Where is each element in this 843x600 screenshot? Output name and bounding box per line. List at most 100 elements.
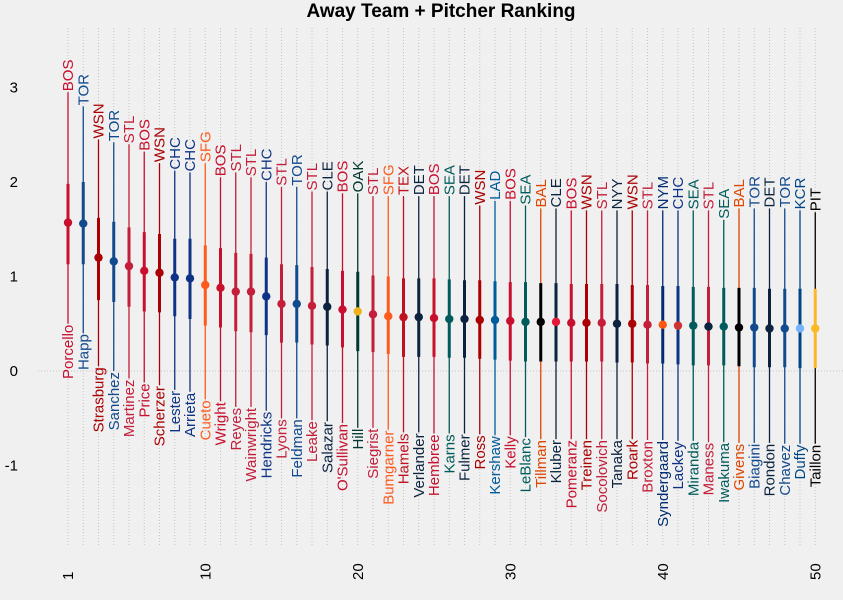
mean-point <box>109 257 118 266</box>
pitcher-label: Chavez <box>777 445 794 496</box>
pitcher-label: Reyes <box>228 408 245 451</box>
chart-marks <box>63 92 820 444</box>
y-tick-label: 1 <box>10 269 18 286</box>
team-label: CHC <box>182 139 199 172</box>
mean-point <box>536 317 545 327</box>
pitcher-label: Givens <box>731 444 748 491</box>
mean-point <box>216 283 225 293</box>
mean-point <box>597 318 606 328</box>
y-tick-label: 0 <box>10 363 18 380</box>
team-label: SEA <box>441 165 458 195</box>
mean-point <box>750 323 759 332</box>
team-label: STL <box>365 168 382 196</box>
mean-point <box>643 320 652 329</box>
team-label: WSN <box>624 174 641 209</box>
team-label: TOR <box>289 154 306 186</box>
pitcher-label: Miranda <box>685 441 702 496</box>
team-label: STL <box>228 144 245 172</box>
x-tick-label: 20 <box>350 563 367 580</box>
pitcher-label: Treinen <box>579 440 596 490</box>
pitcher-label: Taillon <box>807 445 824 488</box>
x-tick-label: 1 <box>60 572 77 580</box>
pitcher-label: Kluber <box>548 440 565 483</box>
mean-point <box>506 316 515 326</box>
team-label: STL <box>640 182 657 210</box>
pitcher-label: Happ <box>75 334 92 370</box>
mean-point <box>338 305 347 314</box>
pitcher-label: Feldman <box>289 419 306 477</box>
y-tick-label: -1 <box>5 458 18 475</box>
team-label: STL <box>701 182 718 210</box>
mean-point <box>201 280 210 290</box>
team-label: BOS <box>136 119 153 151</box>
team-label: CHC <box>670 177 687 210</box>
team-label: BOS <box>502 168 519 200</box>
pitcher-label: O'Sullivan <box>335 424 352 491</box>
pitcher-label: Tillman <box>533 440 550 488</box>
mean-point <box>795 324 805 333</box>
pitcher-label: Arrieta <box>182 392 199 437</box>
team-label: BOS <box>213 145 230 177</box>
pitcher-label: Kershaw <box>487 436 504 495</box>
team-label: CHC <box>258 148 275 181</box>
pitcher-label: Sanchez <box>106 372 123 430</box>
y-axis-ticks: -1 0 1 2 3 <box>5 80 18 475</box>
team-label: WSN <box>472 170 489 205</box>
team-label: STL <box>243 149 260 177</box>
pitcher-label: Socolovich <box>594 440 611 513</box>
team-label: BAL <box>731 179 748 207</box>
pitcher-label: Scherzer <box>152 386 169 446</box>
team-label: TOR <box>746 176 763 208</box>
team-label: SEA <box>716 189 733 219</box>
chart-title: Away Team + Pitcher Ranking <box>306 1 575 22</box>
mean-point <box>307 301 317 310</box>
pitcher-label: Iwakuma <box>716 442 733 503</box>
team-label: STL <box>594 182 611 210</box>
pitcher-label: Bumgarner <box>380 431 397 505</box>
mean-point <box>567 318 576 328</box>
mean-point <box>262 292 271 301</box>
team-label: TOR <box>75 74 92 106</box>
mean-point <box>765 324 774 333</box>
pitcher-label: Lester <box>167 391 184 433</box>
team-label: DET <box>457 165 474 195</box>
pitcher-label: Maness <box>701 443 718 496</box>
pitcher-label: LeBlanc <box>518 438 535 493</box>
team-label: SFG <box>380 164 397 195</box>
team-label: STL <box>304 163 321 191</box>
x-tick-label: 50 <box>807 563 824 580</box>
team-label: WSN <box>91 103 108 138</box>
team-label: BOS <box>335 161 352 193</box>
mean-point <box>79 219 88 228</box>
pitcher-label: Lackey <box>670 441 687 489</box>
mean-point <box>445 314 454 324</box>
mean-point <box>414 312 423 322</box>
mean-point <box>231 287 240 296</box>
pitcher-label: Karns <box>441 434 458 473</box>
team-label: STL <box>274 158 291 186</box>
mean-point <box>246 287 256 296</box>
y-tick-label: 2 <box>10 174 18 191</box>
chart-labels: BOS Porcello TOR Happ WSN Strasburg TOR Sanchez… <box>60 60 824 527</box>
mean-point <box>780 324 789 333</box>
pitcher-label: Martinez <box>121 380 138 438</box>
mean-point <box>673 321 683 330</box>
mean-point <box>582 318 591 328</box>
mean-point <box>292 299 301 309</box>
mean-point <box>719 322 728 331</box>
team-label: NYY <box>609 179 626 210</box>
pitcher-label: Biagini <box>746 444 763 489</box>
mean-point <box>811 324 820 333</box>
team-label: BOS <box>426 163 443 195</box>
mean-point <box>704 322 713 331</box>
team-label: STL <box>121 116 138 144</box>
mean-point <box>612 319 622 328</box>
team-label: OAK <box>350 161 367 193</box>
mean-point <box>353 307 362 316</box>
pitcher-label: Wright <box>213 401 230 445</box>
pitcher-label: Wainwright <box>243 407 260 481</box>
mean-point <box>170 273 179 282</box>
x-tick-label: 10 <box>197 563 214 580</box>
mean-point <box>277 299 286 309</box>
mean-point <box>399 312 408 322</box>
